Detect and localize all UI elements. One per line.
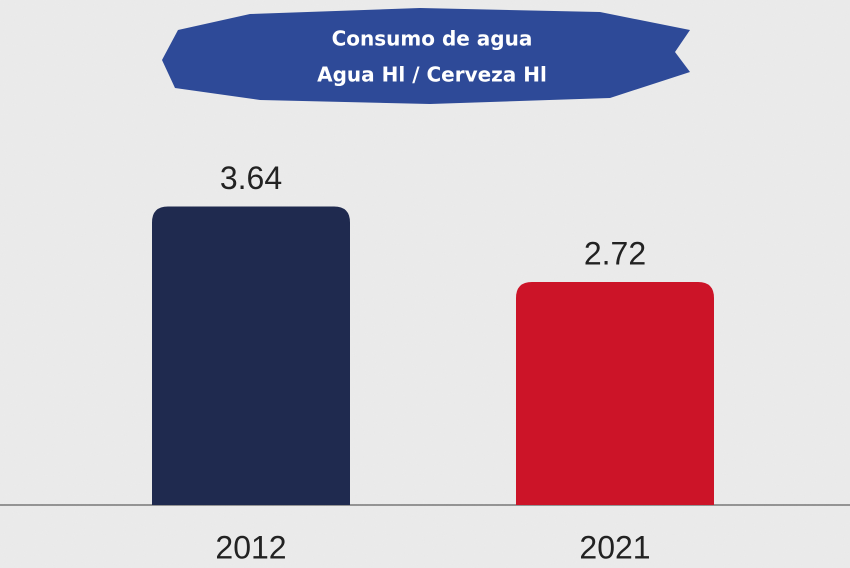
value-label: 3.64 — [220, 160, 282, 196]
x-tick-label: 2012 — [215, 529, 286, 565]
x-tick-label: 2021 — [579, 529, 650, 565]
value-label: 2.72 — [584, 235, 646, 271]
bar — [152, 206, 350, 505]
title-banner — [162, 8, 690, 104]
chart-title: Consumo de agua — [332, 27, 533, 51]
bar — [516, 281, 714, 505]
chart-subtitle: Agua Hl / Cerveza Hl — [317, 63, 547, 87]
